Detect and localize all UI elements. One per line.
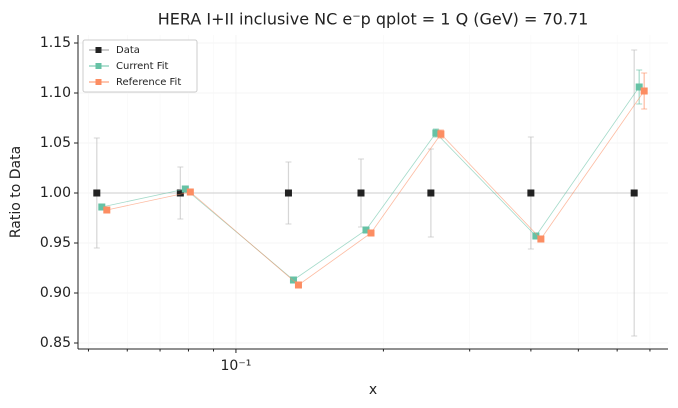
y-tick-label: 1.15	[40, 35, 71, 51]
marker	[432, 129, 440, 137]
marker	[98, 203, 106, 211]
marker	[532, 232, 540, 240]
marker	[289, 276, 297, 284]
legend-label: Current Fit	[116, 61, 169, 72]
legend-box	[82, 39, 198, 93]
marker	[176, 189, 184, 197]
marker	[181, 185, 189, 193]
y-tick-label: 1.00	[40, 185, 71, 201]
marker	[437, 130, 445, 138]
chart-title: HERA I+II inclusive NC e⁻p qplot = 1 Q (…	[158, 10, 589, 29]
marker	[630, 189, 638, 197]
marker	[362, 226, 370, 234]
y-tick-label: 0.85	[40, 335, 71, 351]
y-axis-label: Ratio to Data	[8, 146, 24, 238]
marker	[640, 87, 648, 95]
legend-marker	[95, 47, 102, 53]
x-tick-label: 10⁻¹	[221, 358, 252, 374]
x-axis-label: x	[369, 382, 377, 398]
marker	[527, 189, 535, 197]
marker	[103, 206, 111, 214]
legend-label: Data	[116, 45, 140, 56]
marker	[186, 188, 194, 196]
marker	[537, 235, 545, 243]
marker	[635, 83, 643, 91]
marker	[427, 189, 435, 197]
marker	[367, 229, 375, 237]
legend-marker	[95, 63, 102, 69]
legend-marker	[95, 79, 102, 85]
marker	[284, 189, 292, 197]
y-tick-label: 1.05	[40, 135, 71, 151]
y-tick-label: 0.90	[40, 285, 71, 301]
legend-label: Reference Fit	[116, 77, 181, 88]
series-line	[101, 86, 640, 281]
y-tick-label: 0.95	[40, 235, 71, 251]
marker	[93, 189, 101, 197]
y-tick-label: 1.10	[40, 85, 71, 101]
marker	[294, 281, 302, 289]
marker	[357, 189, 365, 197]
